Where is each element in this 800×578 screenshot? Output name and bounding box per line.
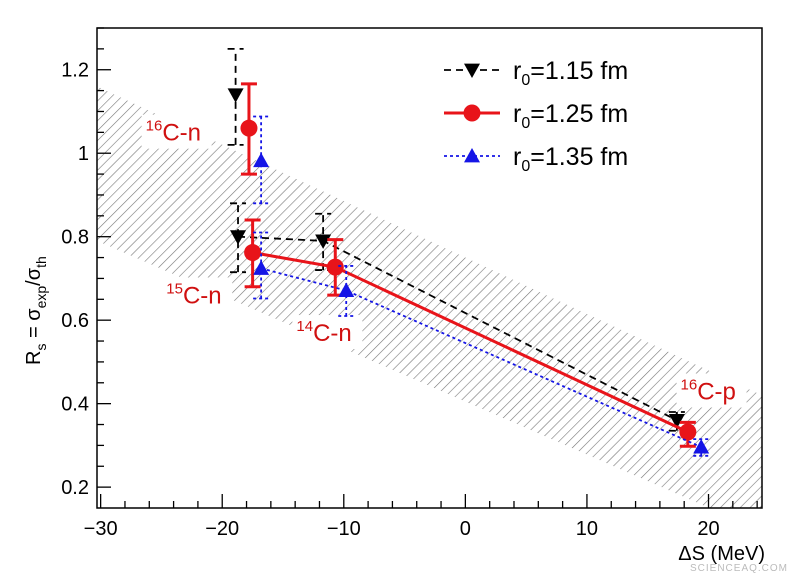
x-tick-label: 20 xyxy=(697,518,719,540)
data-point xyxy=(338,282,355,297)
x-tick-label: −20 xyxy=(205,518,239,540)
data-point xyxy=(244,244,262,262)
data-point xyxy=(253,152,270,168)
plot-area xyxy=(97,47,762,508)
annotation-text: C-n xyxy=(313,320,352,347)
annotation-bg xyxy=(162,277,233,312)
data-point xyxy=(463,104,481,122)
annotation-sup: 15 xyxy=(166,280,183,297)
y-tick-label: 0.4 xyxy=(61,394,89,416)
plot-frame xyxy=(96,27,763,509)
annotation-label: 16C-n xyxy=(146,118,201,147)
data-point xyxy=(230,230,247,245)
data-point xyxy=(240,119,258,137)
annotation-sup: 16 xyxy=(681,376,698,393)
annotation-label: 14C-n xyxy=(296,318,351,347)
series-3 xyxy=(253,115,710,457)
x-tick-label: 10 xyxy=(576,518,598,540)
y-label-part: exp xyxy=(33,286,49,309)
x-tick-label: −10 xyxy=(327,518,361,540)
series-2 xyxy=(240,82,697,448)
legend-text: r xyxy=(513,100,521,128)
y-tick-label: 0.2 xyxy=(61,477,89,499)
y-label-part: = σ xyxy=(23,308,45,344)
annotation-text: C-n xyxy=(183,282,222,309)
x-tick-label: −30 xyxy=(84,518,118,540)
legend-text: =1.25 fm xyxy=(530,100,628,128)
legend-sub: 0 xyxy=(521,72,530,89)
annotation-sup: 16 xyxy=(146,118,163,135)
data-point xyxy=(668,413,685,429)
y-label-part: s xyxy=(33,344,49,351)
watermark: SCIENCEAQ.COM xyxy=(689,563,788,574)
legend-label: r0=1.15 fm xyxy=(513,57,628,89)
y-tick-label: 1.2 xyxy=(61,60,89,82)
data-point xyxy=(693,439,710,454)
y-tick-label: 1 xyxy=(78,143,89,165)
data-point xyxy=(253,260,270,275)
legend-text: =1.15 fm xyxy=(530,57,628,85)
legend-label: r0=1.35 fm xyxy=(513,143,628,175)
annotation-bg xyxy=(141,114,212,149)
data-point xyxy=(227,88,244,103)
y-label-part: R xyxy=(23,351,45,365)
data-point xyxy=(679,423,697,441)
legend-text: r xyxy=(513,57,521,85)
y-axis-label: Rs = σexp/σth xyxy=(23,256,49,365)
y-label-part: /σ xyxy=(23,267,45,286)
annotation-label: 16C-p xyxy=(681,376,736,405)
annotation-bg xyxy=(676,373,747,408)
data-point xyxy=(315,234,332,249)
legend-label: r0=1.25 fm xyxy=(513,100,628,132)
legend-text: r xyxy=(513,143,521,171)
legend-sub: 0 xyxy=(521,115,530,132)
annotation-bg xyxy=(292,315,363,350)
y-tick-label: 0.8 xyxy=(61,227,89,249)
data-point xyxy=(464,148,480,163)
uncertainty-band xyxy=(97,86,762,508)
series-1 xyxy=(227,47,685,432)
annotation-label: 15C-n xyxy=(166,280,221,309)
annotation-sup: 14 xyxy=(296,318,313,335)
legend-text: =1.35 fm xyxy=(530,143,628,171)
legend-sub: 0 xyxy=(521,158,530,175)
data-point xyxy=(464,63,480,78)
annotation-text: C-p xyxy=(697,378,736,405)
y-tick-label: 0.6 xyxy=(61,310,89,332)
y-label-part: th xyxy=(33,256,49,268)
x-tick-label: 0 xyxy=(460,518,471,540)
annotation-text: C-n xyxy=(162,120,201,147)
x-axis-label: ΔS (MeV) xyxy=(678,543,765,565)
data-point xyxy=(326,258,344,276)
